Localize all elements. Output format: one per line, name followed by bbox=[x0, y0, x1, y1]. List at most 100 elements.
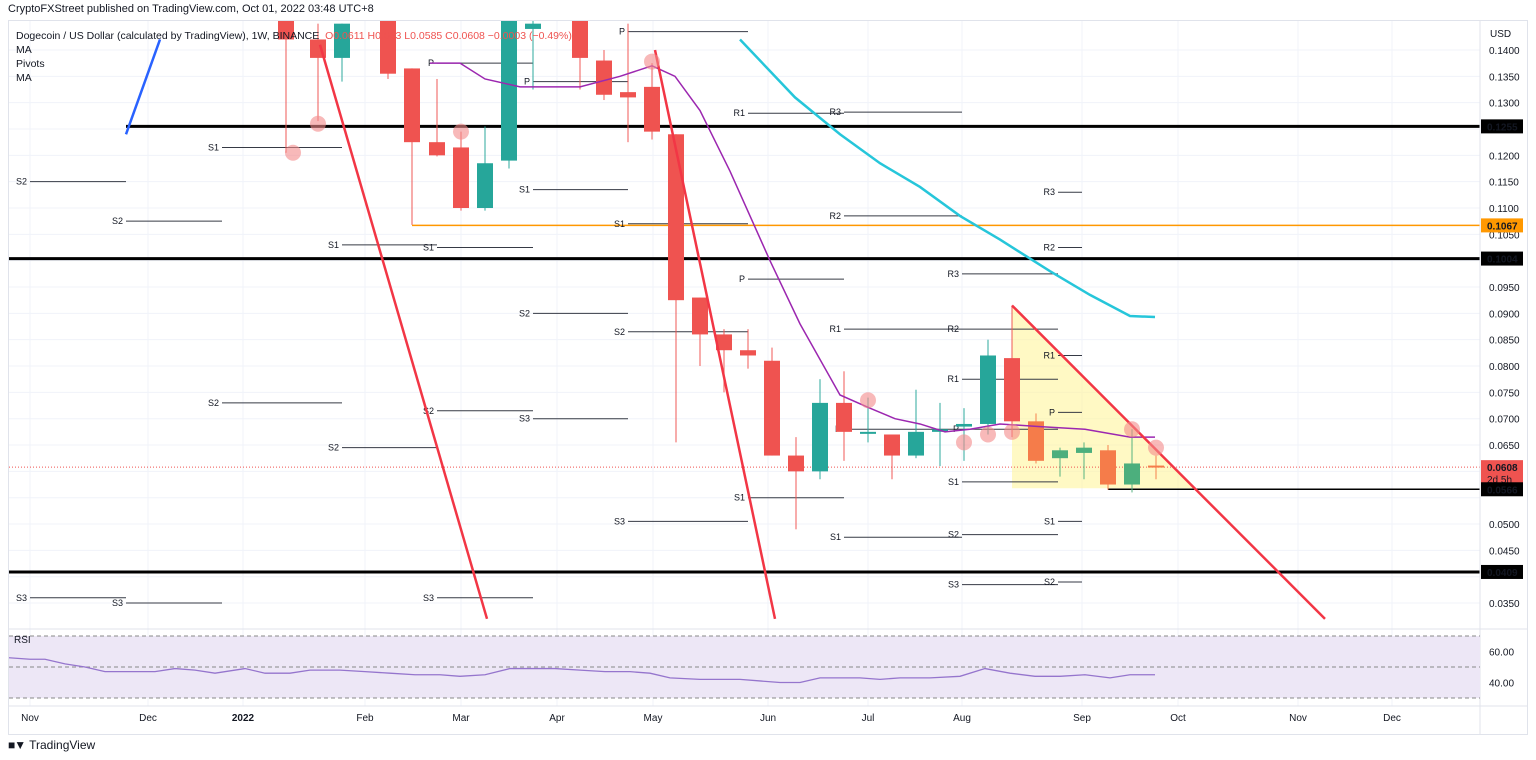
plot-area[interactable]: S2 S2 S1 S2 S3 S3 S1 S2 P S1 S2 S3 P S1 S2 S3 P S1 S2 S3 R1 P… bbox=[9, 0, 1480, 620]
candle[interactable] bbox=[644, 63, 660, 140]
candle[interactable] bbox=[908, 389, 924, 459]
pivot-level-label: R1 bbox=[1043, 350, 1055, 360]
time-tick: Apr bbox=[549, 713, 565, 724]
candle[interactable] bbox=[453, 131, 469, 211]
price-badge-label: 0.1067 bbox=[1487, 221, 1518, 232]
pivot-level-label: S3 bbox=[614, 516, 625, 526]
pivot-level-label: R1 bbox=[947, 374, 959, 384]
tradingview-logo-icon: ■▼ bbox=[8, 738, 26, 752]
pivot-level-label: S2 bbox=[16, 177, 27, 187]
candle[interactable] bbox=[404, 68, 420, 225]
time-tick: Jul bbox=[862, 713, 875, 724]
price-tick: 0.0800 bbox=[1489, 362, 1520, 373]
time-tick: Dec bbox=[1383, 713, 1401, 724]
candle[interactable] bbox=[932, 402, 948, 467]
pivot-level-label: P bbox=[619, 27, 625, 37]
rsi-tick: 40.00 bbox=[1489, 679, 1514, 690]
candle[interactable] bbox=[884, 434, 900, 480]
trendline[interactable] bbox=[124, 39, 162, 135]
pivot-marker bbox=[644, 53, 660, 70]
tradingview-logo[interactable]: ■▼ TradingView bbox=[8, 738, 95, 752]
time-tick: Dec bbox=[139, 713, 157, 724]
candle[interactable] bbox=[572, 0, 588, 90]
countdown-label: 2d 5h bbox=[1487, 475, 1512, 486]
candle[interactable] bbox=[620, 23, 636, 143]
time-tick: Feb bbox=[356, 713, 374, 724]
trendline[interactable] bbox=[1011, 304, 1326, 620]
candles[interactable] bbox=[278, 0, 1164, 530]
symbol-title[interactable]: Dogecoin / US Dollar (calculated by Trad… bbox=[16, 30, 320, 42]
candle[interactable] bbox=[1124, 429, 1140, 493]
gridlines bbox=[9, 21, 1480, 706]
price-tick: 0.0450 bbox=[1489, 546, 1520, 557]
pivot-level-label: S3 bbox=[423, 593, 434, 603]
price-tick: 0.0950 bbox=[1489, 283, 1520, 294]
time-axis[interactable]: Nov Dec 2022 Feb Mar Apr May Jun Jul Aug Sep Oct Nov… bbox=[9, 705, 1528, 724]
candle[interactable] bbox=[812, 379, 828, 480]
pivot-level-label: S1 bbox=[734, 493, 745, 503]
time-tick: Nov bbox=[21, 713, 39, 724]
price-tick: 0.1300 bbox=[1489, 99, 1520, 110]
candle[interactable] bbox=[278, 0, 294, 153]
pivot-level-label: S2 bbox=[948, 530, 959, 540]
candle[interactable] bbox=[596, 50, 612, 101]
time-tick: Jun bbox=[760, 713, 776, 724]
rsi-pane[interactable]: RSI 60.00 40.00 bbox=[8, 628, 1528, 699]
candle[interactable] bbox=[836, 371, 852, 461]
price-tick: 0.1350 bbox=[1489, 72, 1520, 83]
candle[interactable] bbox=[334, 23, 350, 82]
pivot-level-label: R2 bbox=[829, 211, 841, 221]
price-tick: 0.0900 bbox=[1489, 309, 1520, 320]
candle[interactable] bbox=[525, 0, 541, 90]
pivot-level-label: P bbox=[953, 424, 959, 434]
pivot-level-label: S2 bbox=[614, 327, 625, 337]
time-tick: May bbox=[644, 713, 663, 724]
ma-slow-line[interactable] bbox=[739, 38, 1156, 319]
candle[interactable] bbox=[1100, 445, 1116, 490]
candle[interactable] bbox=[1148, 455, 1164, 480]
candle[interactable] bbox=[740, 329, 756, 369]
candle[interactable] bbox=[788, 437, 804, 530]
price-badge bbox=[1481, 564, 1523, 579]
price-tick: 0.0750 bbox=[1489, 388, 1520, 399]
pivot-level-label: P bbox=[739, 274, 745, 284]
candle[interactable] bbox=[692, 297, 708, 367]
candle[interactable] bbox=[1028, 413, 1044, 464]
pivot-level-label: S1 bbox=[423, 243, 434, 253]
price-badge-label: 0.0608 bbox=[1487, 463, 1518, 474]
currency-label: USD bbox=[1490, 29, 1511, 40]
pivot-level-label: S3 bbox=[948, 580, 959, 590]
time-tick: Nov bbox=[1289, 713, 1307, 724]
pivot-level-label: P bbox=[524, 77, 530, 87]
pivot-level-label: R3 bbox=[829, 107, 841, 117]
price-axis[interactable]: USD 0.1400 0.1350 0.1300 0.1200 0.1150 0.1100 0… bbox=[1479, 21, 1523, 734]
price-badge bbox=[1481, 482, 1523, 497]
candle[interactable] bbox=[501, 8, 517, 169]
trendline[interactable] bbox=[653, 49, 777, 620]
candle[interactable] bbox=[1076, 442, 1092, 480]
candle[interactable] bbox=[1004, 305, 1020, 438]
indicator-ma-2[interactable]: MA bbox=[16, 72, 32, 84]
pivot-levels: S2 S2 S1 S2 S3 S3 S1 S2 P S1 S2 S3 P S1 S2 S3 P S1 S2 S3 R1 P… bbox=[16, 27, 1082, 608]
trendline[interactable] bbox=[318, 44, 489, 620]
candle[interactable] bbox=[764, 347, 780, 456]
price-tick: 0.1200 bbox=[1489, 151, 1520, 162]
candle[interactable] bbox=[1052, 447, 1068, 477]
tradingview-brand: TradingView bbox=[29, 738, 96, 752]
pivot-level-label: S2 bbox=[208, 398, 219, 408]
indicator-ma-1[interactable]: MA bbox=[16, 44, 32, 56]
candle[interactable] bbox=[668, 134, 684, 443]
candle[interactable] bbox=[429, 78, 445, 157]
rsi-line[interactable] bbox=[8, 657, 1155, 684]
price-tick: 0.0850 bbox=[1489, 336, 1520, 347]
pivot-marker bbox=[1004, 423, 1020, 440]
indicator-pivots[interactable]: Pivots bbox=[16, 58, 45, 70]
candle[interactable] bbox=[980, 339, 996, 435]
price-badge bbox=[1481, 218, 1523, 233]
pivot-marker bbox=[956, 434, 972, 451]
pivot-level-label: S1 bbox=[208, 142, 219, 152]
price-badge bbox=[1481, 251, 1523, 266]
candle[interactable] bbox=[477, 126, 493, 211]
candle[interactable] bbox=[380, 0, 396, 79]
